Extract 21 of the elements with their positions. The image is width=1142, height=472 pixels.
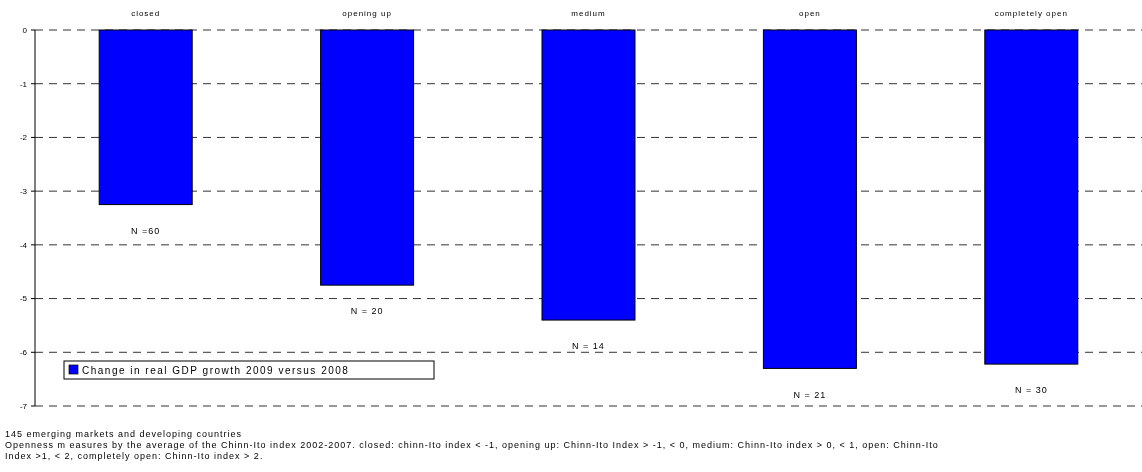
- y-tick-label: -3: [19, 186, 28, 196]
- annotation: N = 30: [1014, 385, 1048, 396]
- text: Openness m easures by the average of the Chinn-Ito index 2002-2007. closed: chinn-Ito index < -1, opening up: Chinn-Ito Index > -1, < 0, medium: Chinn-Ito index > 0, < 1, open: Chinn-Ito Index >1, < 2, completely open: Chinn-Ito index > 2.: [5, 440, 939, 461]
- text: 145 emerging markets and developing countries: [5, 429, 243, 439]
- x-tick-label: opening up: [342, 9, 392, 18]
- x-tick-label: medium: [571, 9, 606, 18]
- y-tick-label: -5: [19, 294, 28, 304]
- x-tick-label: closed: [131, 9, 161, 18]
- annotation: N =60: [131, 225, 161, 236]
- y-tick-label: -6: [19, 348, 28, 358]
- y-tick-label: -4: [19, 240, 28, 250]
- annotation: N = 14: [572, 341, 605, 352]
- x-tick-label: open: [799, 9, 821, 18]
- annotation: N = 21: [793, 389, 827, 400]
- x-tick-label: completely open: [994, 9, 1068, 18]
- annotation: N = 20: [350, 306, 384, 317]
- y-tick-label: 0: [22, 25, 28, 35]
- y-tick-label: -2: [19, 133, 28, 143]
- legend-label: Change in real GDP growth 2009 versus 2008: [82, 364, 350, 376]
- y-tick-label: -1: [19, 79, 28, 89]
- y-tick-label: -7: [19, 401, 28, 411]
